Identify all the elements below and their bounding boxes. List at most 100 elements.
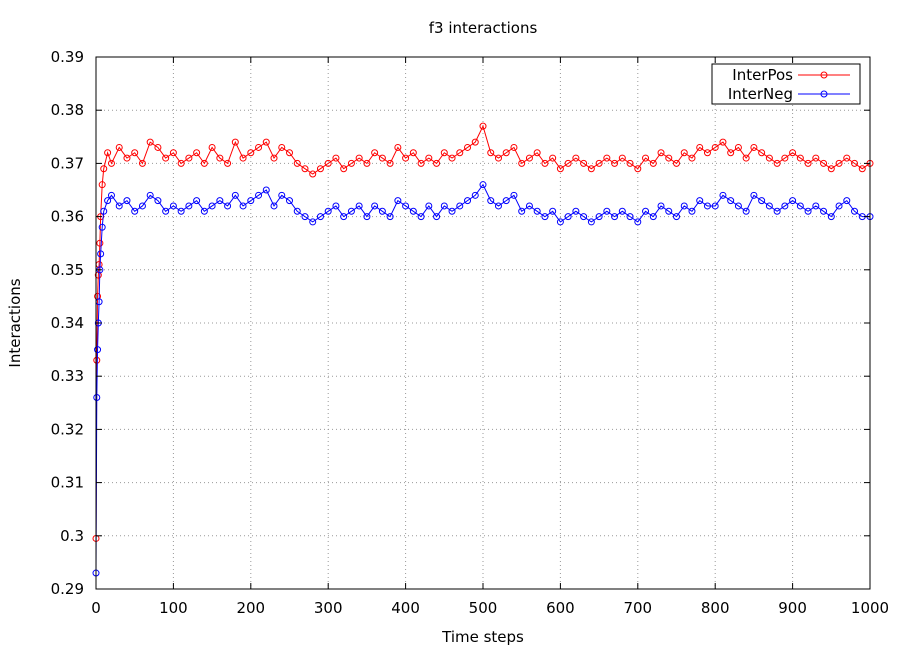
data-point-interneg — [835, 202, 843, 210]
data-point-interpos — [247, 149, 255, 157]
data-point-interpos — [858, 165, 866, 173]
data-point-interpos — [115, 143, 123, 151]
data-point-interneg — [626, 213, 634, 221]
data-point-interneg — [123, 197, 131, 205]
chart-title: f3 interactions — [429, 19, 538, 37]
data-point-interneg — [316, 213, 324, 221]
data-point-interneg — [355, 202, 363, 210]
data-point-interneg — [820, 207, 828, 215]
data-point-interneg — [169, 202, 177, 210]
data-point-interpos — [332, 154, 340, 162]
x-tick-label: 400 — [391, 599, 420, 617]
y-tick-label: 0.29 — [51, 580, 84, 598]
data-point-interpos — [773, 159, 781, 167]
data-point-interpos — [502, 149, 510, 157]
data-point-interneg — [162, 207, 170, 215]
data-point-interneg — [239, 202, 247, 210]
data-point-interpos — [564, 159, 572, 167]
data-point-interneg — [680, 202, 688, 210]
data-point-interneg — [479, 181, 487, 189]
data-point-interpos — [665, 154, 673, 162]
data-point-interpos — [378, 154, 386, 162]
y-tick-label: 0.38 — [51, 101, 84, 119]
data-point-interneg — [448, 207, 456, 215]
x-tick-label: 0 — [91, 599, 101, 617]
x-tick-label: 900 — [778, 599, 807, 617]
data-point-interpos — [843, 154, 851, 162]
x-axis-tick-labels: 0 100 200 300 400 500 600 700 800 900 1000 — [91, 599, 889, 617]
data-point-interneg — [843, 197, 851, 205]
data-point-interneg — [796, 202, 804, 210]
data-point-interpos — [719, 138, 727, 146]
data-point-interneg — [309, 218, 317, 226]
data-point-interpos — [169, 149, 177, 157]
data-point-interpos — [595, 159, 603, 167]
data-point-interpos — [626, 159, 634, 167]
data-point-interneg — [278, 191, 286, 199]
data-point-interneg — [580, 213, 588, 221]
data-point-interpos — [804, 159, 812, 167]
data-point-interpos — [386, 159, 394, 167]
y-axis-title: Interactions — [6, 278, 24, 367]
data-point-interpos — [402, 154, 410, 162]
data-point-interpos — [278, 143, 286, 151]
data-point-interneg — [572, 207, 580, 215]
data-point-interneg — [851, 207, 859, 215]
data-point-interneg — [502, 197, 510, 205]
data-point-interpos — [758, 149, 766, 157]
data-point-interpos — [100, 165, 108, 173]
y-tick-label: 0.37 — [51, 154, 84, 172]
data-point-interpos — [703, 149, 711, 157]
data-point-interneg — [97, 250, 105, 258]
data-point-interpos — [448, 154, 456, 162]
data-point-interpos — [634, 165, 642, 173]
data-point-interpos — [510, 143, 518, 151]
data-point-interpos — [286, 149, 293, 157]
data-point-interpos — [603, 154, 611, 162]
data-point-interneg — [154, 197, 162, 205]
data-point-interneg — [518, 207, 526, 215]
data-point-interpos — [611, 159, 619, 167]
data-point-interpos — [270, 154, 278, 162]
data-point-interpos — [649, 159, 657, 167]
x-axis-title: Time steps — [441, 628, 524, 646]
legend-marker-interneg — [820, 90, 828, 98]
data-point-interpos — [711, 143, 719, 151]
data-point-interneg — [394, 197, 402, 205]
legend-label-interpos: InterPos — [732, 66, 793, 84]
data-point-interneg — [262, 186, 270, 194]
data-point-interneg — [131, 207, 139, 215]
data-point-interneg — [510, 191, 518, 199]
data-point-interpos — [518, 159, 526, 167]
data-point-interneg — [603, 207, 611, 215]
data-point-interneg — [827, 213, 835, 221]
data-point-interpos — [587, 165, 595, 173]
data-point-interpos — [727, 149, 735, 157]
data-point-interpos — [93, 356, 101, 364]
data-point-interpos — [572, 154, 580, 162]
data-point-interpos — [293, 159, 301, 167]
series-line-interpos — [95, 124, 871, 539]
data-point-interpos — [316, 165, 324, 173]
data-point-interneg — [363, 213, 371, 221]
data-point-interneg — [556, 218, 564, 226]
data-point-interpos — [796, 154, 804, 162]
data-point-interpos — [688, 154, 696, 162]
axis-ticks — [95, 56, 871, 590]
data-point-interpos — [781, 154, 789, 162]
data-point-interpos — [789, 149, 797, 157]
data-point-interpos — [208, 143, 216, 151]
data-point-interneg — [734, 202, 742, 210]
data-point-interpos — [309, 170, 317, 178]
data-point-interneg — [525, 202, 533, 210]
legend-box — [711, 63, 861, 105]
data-point-interneg — [433, 213, 441, 221]
data-point-interneg — [812, 202, 820, 210]
x-tick-label: 100 — [159, 599, 188, 617]
data-point-interneg — [471, 191, 479, 199]
x-tick-label: 500 — [469, 599, 498, 617]
data-point-interpos — [673, 159, 680, 167]
y-tick-label: 0.32 — [51, 420, 84, 438]
data-point-interpos — [231, 138, 239, 146]
